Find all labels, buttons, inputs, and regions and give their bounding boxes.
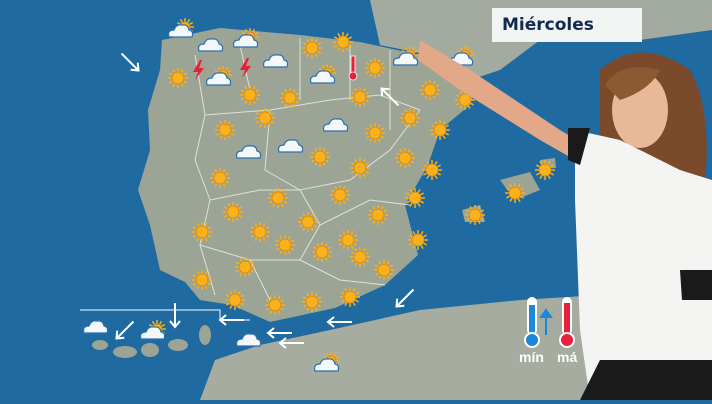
wind-arrow-down-left-icon <box>115 320 135 340</box>
wind-arrow-left-icon <box>278 337 304 349</box>
sun-icon <box>408 230 428 250</box>
min-label: mín <box>519 349 544 365</box>
sun-icon <box>400 108 420 128</box>
iberia-land <box>138 28 478 322</box>
sun-icon <box>240 85 260 105</box>
cloud-icon <box>235 333 262 347</box>
cloud-sun-icon <box>309 64 336 84</box>
sun-icon <box>302 292 322 312</box>
storm-icon <box>240 58 251 78</box>
sun-icon <box>265 295 285 315</box>
sun-icon <box>192 222 212 242</box>
sun-icon <box>250 222 270 242</box>
sun-icon <box>192 270 212 290</box>
sun-icon <box>365 123 385 143</box>
wind-arrow-up-left-icon <box>380 87 400 107</box>
cloud-icon <box>262 54 289 68</box>
sun-icon <box>368 205 388 225</box>
sun-icon <box>535 160 555 180</box>
cloud-sun-icon <box>313 352 340 372</box>
weather-icons <box>82 18 555 372</box>
sun-icon <box>338 230 358 250</box>
cloud-sun-icon <box>139 320 166 340</box>
wind-arrow-left-icon <box>266 327 292 339</box>
temperature-legend <box>524 297 575 348</box>
cloud-icon <box>235 145 262 159</box>
sun-icon <box>330 185 350 205</box>
sun-icon <box>350 247 370 267</box>
sun-icon <box>405 188 425 208</box>
wind-arrow-left-icon <box>218 314 244 326</box>
wind-arrow-down-left-icon <box>395 288 415 308</box>
cloud-sun-icon <box>167 18 194 38</box>
sun-icon <box>505 183 525 203</box>
max-label: má <box>557 349 578 365</box>
sun-icon <box>395 148 415 168</box>
sun-icon <box>374 260 394 280</box>
cloud-icon <box>197 38 224 52</box>
sun-icon <box>350 87 370 107</box>
thermometer-hot-icon <box>348 55 358 81</box>
sun-icon <box>455 90 475 110</box>
day-label: Miércoles <box>492 8 642 42</box>
storm-icon <box>193 60 204 80</box>
sun-icon <box>365 58 385 78</box>
sun-icon <box>275 235 295 255</box>
cloud-icon <box>82 320 109 334</box>
min-thermometer-icon <box>524 297 540 348</box>
sun-icon <box>465 205 485 225</box>
sun-icon <box>333 32 353 52</box>
wind-arrows <box>115 52 415 349</box>
sun-icon <box>312 242 332 262</box>
sun-icon <box>280 88 300 108</box>
sun-icon <box>420 80 440 100</box>
sun-icon <box>223 202 243 222</box>
cloud-sun-icon <box>232 28 259 48</box>
sun-icon <box>302 38 322 58</box>
sun-icon <box>350 158 370 178</box>
cloud-icon <box>322 118 349 132</box>
sun-icon <box>210 168 230 188</box>
sun-icon <box>168 68 188 88</box>
cloud-sun-icon <box>392 46 419 66</box>
wind-arrow-left-icon <box>326 316 352 328</box>
max-thermometer-icon <box>559 297 575 348</box>
sun-icon <box>268 188 288 208</box>
sun-icon <box>215 120 235 140</box>
sun-icon <box>422 160 442 180</box>
arrow-up-icon <box>539 308 553 335</box>
sun-icon <box>298 212 318 232</box>
sun-icon <box>430 120 450 140</box>
cloud-icon <box>277 139 304 153</box>
sun-icon <box>225 290 245 310</box>
cloud-sun-icon <box>205 66 232 86</box>
wind-arrow-down-right-icon <box>120 52 140 72</box>
sun-icon <box>255 108 275 128</box>
sun-icon <box>310 147 330 167</box>
sun-icon <box>340 287 360 307</box>
sun-icon <box>235 257 255 277</box>
canary-islands <box>92 325 211 358</box>
presenter <box>418 40 712 400</box>
wind-arrow-down-icon <box>169 303 181 329</box>
